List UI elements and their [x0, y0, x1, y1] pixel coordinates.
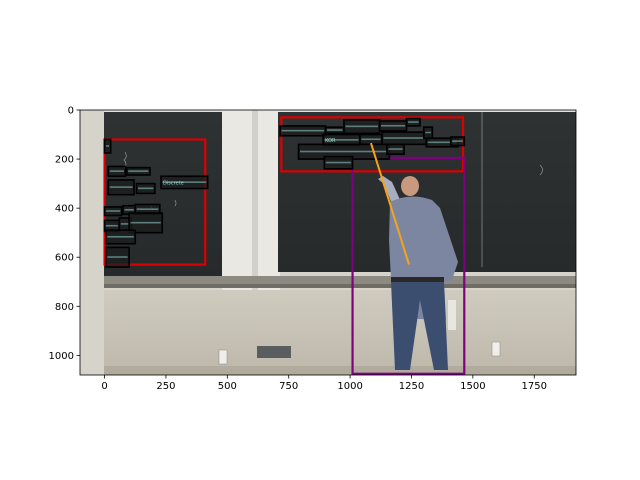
text-box-glyphs [325, 161, 352, 164]
text-box-glyphs [130, 221, 161, 224]
text-box-glyphs [107, 256, 128, 258]
y-tick-label: 400 [55, 204, 74, 215]
text-box-glyphs [408, 121, 419, 123]
wall-outlet [218, 349, 228, 365]
wall-plaque [257, 346, 291, 358]
text-box-glyphs [361, 138, 381, 141]
x-tick-label: 0 [101, 381, 107, 392]
text-box-glyphs [281, 129, 325, 132]
text-box-glyphs [162, 181, 207, 183]
x-tick-label: 1500 [460, 381, 485, 392]
y-tick-label: 200 [55, 155, 74, 166]
x-tick-label: 1000 [337, 381, 362, 392]
text-box-glyphs [383, 137, 428, 139]
y-tick-label: 1000 [49, 351, 74, 362]
pointer-segment [370, 142, 410, 265]
text-box-glyphs [128, 170, 149, 172]
text-box-glyphs [388, 148, 403, 150]
text-box-glyphs [136, 208, 159, 210]
text-boxes: Discrete KOR [103, 117, 466, 268]
lecturer-paper [448, 300, 456, 330]
region-box-left-board [103, 138, 207, 266]
x-tick-label: 750 [279, 381, 298, 392]
floor-shadow [104, 366, 576, 375]
tray-edge [104, 284, 576, 288]
y-tick-label: 0 [68, 106, 74, 117]
region-boxes [103, 116, 466, 375]
axes-frame [79, 109, 577, 376]
text-box-glyphs [137, 187, 154, 190]
chalk-tray [104, 276, 576, 284]
text-box-glyphs [300, 150, 388, 153]
x-axis: 0 250 500 750 1000 1250 1500 1750 [101, 375, 547, 392]
y-tick-label: 600 [55, 253, 74, 264]
text-box-glyphs [106, 145, 110, 147]
wall-lower [104, 290, 576, 375]
text-box-glyphs [109, 186, 133, 188]
lecturer-belt [391, 277, 444, 283]
text-box-glyphs [324, 139, 359, 141]
lecturer [378, 176, 458, 370]
text-box-label: KOR [325, 138, 336, 144]
text-box-glyphs [124, 208, 134, 211]
region-box-person [351, 156, 466, 375]
text-box-glyphs [327, 129, 343, 131]
text-box-glyphs [425, 131, 431, 134]
lecturer-head [401, 176, 419, 196]
x-tick-label: 250 [156, 381, 175, 392]
text-box-label: Discrete [163, 180, 184, 186]
text-box-glyphs [107, 235, 134, 238]
text-box-glyphs [381, 124, 406, 127]
wall-outlet-right [491, 341, 501, 357]
text-box-glyphs [427, 141, 457, 144]
text-box-glyphs [345, 125, 379, 128]
pillar [222, 110, 280, 290]
pointer-line [370, 142, 410, 265]
text-box-glyphs [109, 170, 124, 172]
text-box-glyphs [452, 140, 463, 142]
text-box-glyphs [106, 210, 121, 212]
x-tick-label: 1250 [399, 381, 424, 392]
y-tick-label: 800 [55, 302, 74, 313]
y-axis: 0 200 400 600 800 1000 [49, 106, 80, 362]
lecturer-jeans [391, 282, 448, 370]
text-box-glyphs [120, 223, 131, 225]
x-tick-label: 1750 [522, 381, 547, 392]
x-tick-label: 500 [218, 381, 237, 392]
pillar-shadow [252, 110, 258, 290]
text-box-glyphs [106, 224, 118, 227]
